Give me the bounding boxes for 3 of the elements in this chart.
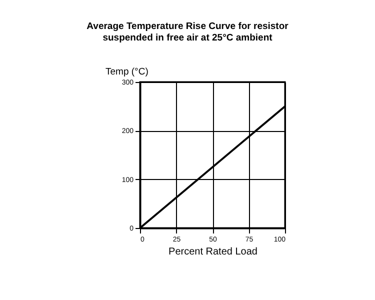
y-axis-title: Temp (°C) xyxy=(106,66,148,78)
x-axis-title: Percent Rated Load xyxy=(168,246,258,258)
chart-title: Average Temperature Rise Curve for resistor suspended in free air at 25°C ambient xyxy=(86,21,289,44)
